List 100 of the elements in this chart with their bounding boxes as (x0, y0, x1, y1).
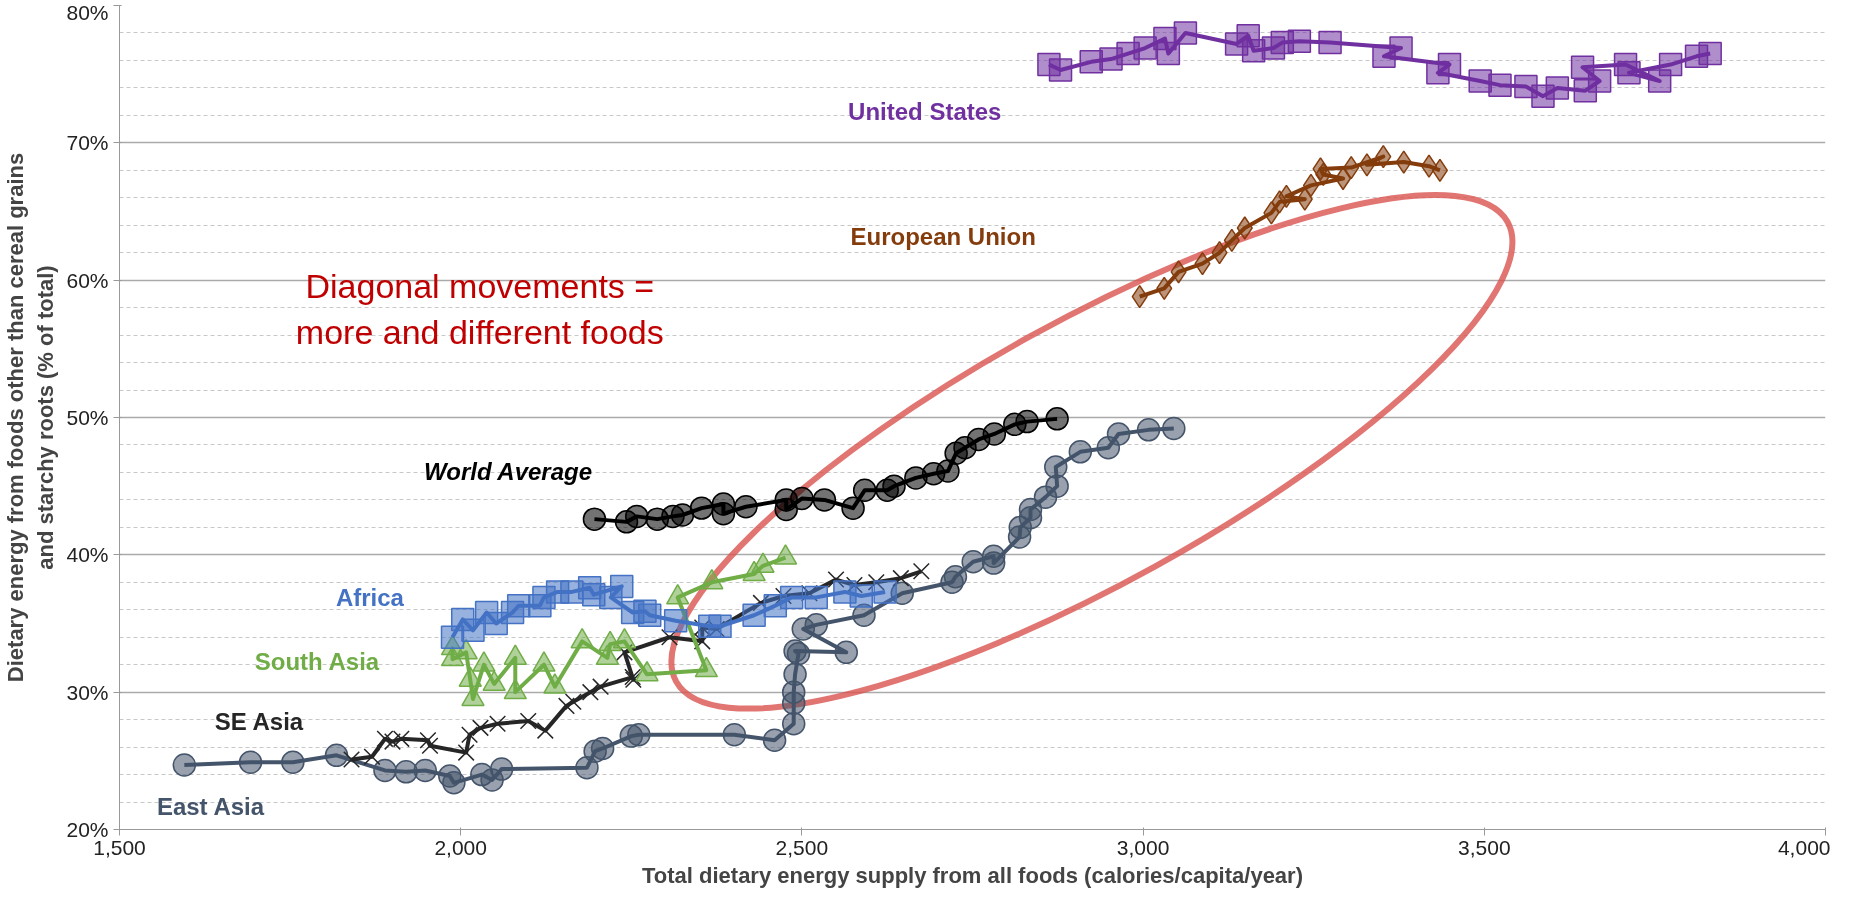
point (804, 613, 828, 637)
point (1068, 440, 1093, 464)
y-tick-label: 30% (66, 680, 109, 704)
point (1570, 55, 1595, 80)
point (1018, 497, 1043, 522)
series-label: United States (848, 97, 1002, 125)
point (615, 643, 633, 661)
point (781, 712, 806, 736)
point (457, 744, 475, 762)
point (827, 571, 845, 589)
y-tick-label: 60% (66, 268, 109, 292)
point (373, 758, 397, 783)
point (489, 757, 514, 781)
point (172, 753, 197, 777)
point (892, 569, 910, 587)
point (1545, 76, 1570, 100)
point (1170, 260, 1187, 284)
point (1302, 173, 1320, 198)
x-tick-label: 3,500 (1458, 835, 1511, 859)
point (742, 603, 766, 628)
point (867, 573, 885, 591)
point (1420, 154, 1438, 178)
point (281, 750, 305, 774)
point (1287, 29, 1312, 53)
point (670, 503, 695, 527)
point (592, 678, 610, 696)
point (1617, 61, 1641, 85)
point (238, 750, 263, 774)
y-tick-label: 80% (66, 0, 109, 24)
point (1156, 41, 1181, 66)
point (943, 565, 968, 589)
point (841, 496, 865, 520)
x-tick-label: 2,500 (775, 835, 829, 859)
point (419, 731, 437, 749)
x-tick-label: 4,000 (1777, 835, 1831, 859)
point (1312, 157, 1329, 181)
point (489, 715, 507, 733)
point (590, 736, 615, 761)
point (1488, 73, 1512, 97)
point (982, 422, 1007, 446)
point (557, 697, 575, 715)
point (1395, 150, 1412, 174)
series-label: SE Asia (214, 707, 304, 735)
point (1372, 44, 1396, 69)
point (536, 722, 554, 740)
y-axis-title: Dietary energy from foods other than cereal grains and starchy roots (% of total) (3, 152, 59, 683)
point (663, 609, 688, 633)
point (849, 584, 874, 608)
point (1133, 36, 1157, 60)
point (1334, 166, 1352, 191)
point (1045, 474, 1069, 498)
point (581, 683, 599, 701)
x-axis-title: Total dietary energy supply from all foods (calories/capita/year) (642, 862, 1304, 888)
point (1044, 455, 1068, 479)
point (324, 743, 349, 768)
point (383, 733, 401, 751)
point (1658, 52, 1683, 77)
point (1173, 21, 1198, 45)
point (421, 737, 439, 755)
point (394, 760, 418, 784)
point (1468, 69, 1492, 93)
point (912, 562, 930, 580)
point (936, 459, 960, 483)
point (564, 693, 582, 711)
text: European Union (850, 222, 1036, 250)
y-tick-label: 50% (66, 406, 109, 429)
point (852, 478, 877, 503)
point (812, 488, 837, 512)
point (627, 723, 651, 747)
point (519, 712, 537, 730)
point (1106, 422, 1131, 446)
y-tick-label: 40% (66, 543, 109, 567)
point (774, 497, 798, 522)
point (342, 750, 361, 768)
point (882, 474, 906, 498)
point (762, 728, 787, 752)
point (582, 507, 607, 531)
point (779, 585, 804, 610)
point (722, 723, 747, 747)
point (442, 771, 466, 795)
point (873, 580, 897, 604)
point (981, 551, 1006, 575)
point (1296, 187, 1313, 211)
y-tick-label: 70% (66, 131, 109, 155)
point (834, 640, 859, 665)
point (637, 603, 662, 628)
x-tick-label: 2,000 (434, 835, 487, 859)
point (1318, 30, 1342, 55)
point (1431, 158, 1449, 183)
point (413, 758, 437, 783)
x-tick-label: 3,000 (1116, 835, 1170, 859)
point (1136, 418, 1161, 442)
text: South Asia (254, 648, 380, 676)
point (711, 501, 736, 526)
point (693, 632, 711, 650)
point (1048, 58, 1073, 82)
point (625, 504, 649, 529)
point (1358, 153, 1376, 177)
point (1426, 61, 1450, 85)
point (790, 486, 814, 511)
